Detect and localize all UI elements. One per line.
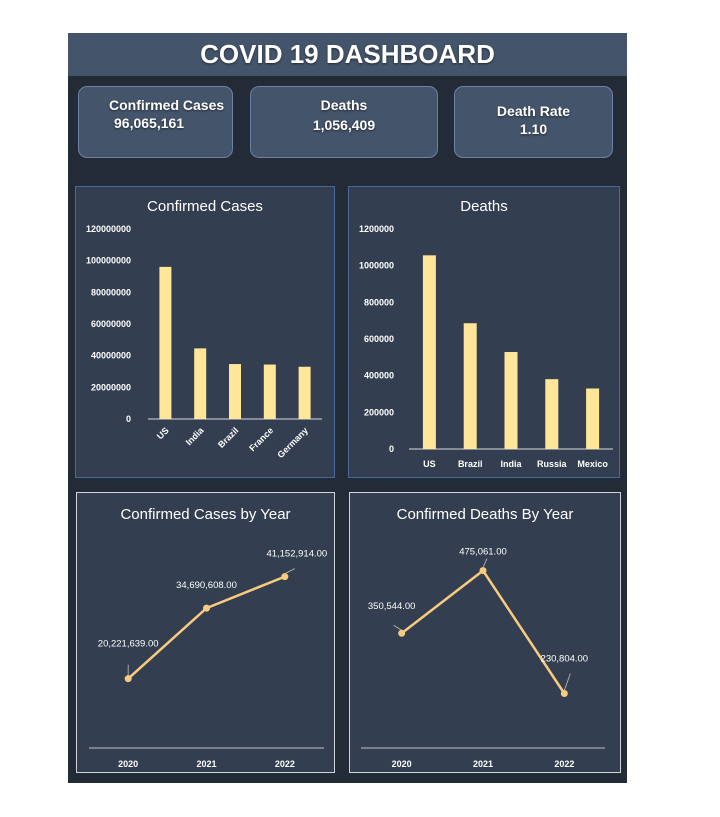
- data-label-leader: [563, 673, 571, 691]
- bar: [159, 266, 172, 419]
- data-point: [479, 567, 487, 575]
- bar: [298, 366, 311, 419]
- x-tick-label: France: [247, 425, 275, 453]
- y-tick-label: 0: [389, 444, 394, 454]
- y-tick-label: 40000000: [91, 351, 131, 361]
- deaths-bar-chart: Deaths 0 200000 400000 600000 800000 1000000 12…: [359, 198, 613, 469]
- data-point: [281, 573, 289, 581]
- y-tick-label: 0: [126, 414, 131, 424]
- bar: [586, 388, 600, 449]
- y-tick-label: 400000: [364, 371, 394, 381]
- dashboard: COVID 19 DASHBOARD Confirmed Cases 96,06…: [68, 33, 627, 783]
- kpi-value: 1,056,409: [312, 117, 376, 133]
- y-tick-label: 1000000: [359, 261, 394, 271]
- data-label: 350,544.00: [368, 601, 416, 612]
- y-tick-label: 80000000: [91, 287, 131, 297]
- x-tick-label: Russia: [537, 459, 568, 469]
- data-point: [124, 675, 132, 683]
- bar: [263, 364, 276, 419]
- x-tick-label: Brazil: [458, 459, 483, 469]
- bar: [422, 255, 436, 449]
- bar: [504, 352, 518, 449]
- y-tick-label: 60000000: [91, 319, 131, 329]
- data-label: 41,152,914.00: [266, 549, 327, 560]
- chart-deaths: Deaths 0 200000 400000 600000 800000 1000000 12…: [348, 186, 620, 478]
- cases-by-year-line-chart: Confirmed Cases by Year 2020 2021 2022 20,22…: [89, 506, 327, 769]
- chart-cases-by-year: Confirmed Cases by Year 2020 2021 2022 20,22…: [76, 492, 335, 773]
- x-tick-label: 2022: [275, 759, 295, 769]
- x-tick-label: India: [184, 425, 207, 448]
- kpi-value: 1.10: [519, 121, 548, 137]
- series-line: [127, 575, 286, 680]
- chart-title: Confirmed Cases: [147, 198, 263, 215]
- data-label-leader: [393, 624, 402, 631]
- y-tick-label: 600000: [364, 334, 394, 344]
- deaths-by-year-line-chart: Confirmed Deaths By Year 2020 2021 2022 350,…: [361, 506, 605, 769]
- data-label-leader: [284, 568, 296, 574]
- bar: [545, 379, 559, 449]
- y-tick-label: 120000000: [86, 224, 131, 234]
- bar: [194, 348, 207, 419]
- confirmed-cases-bar-chart: Confirmed Cases 0 20000000 40000000 60000000…: [86, 198, 322, 460]
- data-point: [560, 689, 568, 697]
- chart-title: Confirmed Cases by Year: [120, 506, 290, 523]
- x-tick-label: 2021: [473, 759, 493, 769]
- y-tick-label: 800000: [364, 297, 394, 307]
- kpi-label: Deaths: [320, 97, 368, 113]
- data-label: 230,804.00: [541, 653, 589, 664]
- data-label-leader: [482, 558, 488, 568]
- bar: [463, 323, 477, 449]
- x-tick-label: 2020: [118, 759, 138, 769]
- kpi-label: Death Rate: [496, 103, 571, 119]
- data-label: 20,221,639.00: [98, 639, 159, 650]
- y-tick-label: 200000: [364, 407, 394, 417]
- x-tick-label: 2020: [392, 759, 412, 769]
- x-tick-label: US: [423, 459, 436, 469]
- chart-deaths-by-year: Confirmed Deaths By Year 2020 2021 2022 350,…: [349, 492, 621, 773]
- y-tick-label: 1200000: [359, 224, 394, 234]
- x-tick-label: 2022: [554, 759, 574, 769]
- kpi-label: Confirmed Cases: [109, 97, 225, 113]
- kpi-confirmed-cases: Confirmed Cases 96,065,161: [78, 86, 233, 158]
- x-tick-label: Brazil: [216, 425, 240, 449]
- bar: [229, 364, 241, 419]
- y-tick-label: 20000000: [91, 382, 131, 392]
- chart-title: Deaths: [460, 198, 508, 215]
- series-line: [400, 569, 566, 695]
- data-label: 34,690,608.00: [176, 580, 237, 591]
- x-tick-label: India: [500, 459, 522, 469]
- chart-title: Confirmed Deaths By Year: [397, 506, 574, 523]
- y-tick-label: 100000000: [86, 256, 131, 266]
- x-tick-label: Mexico: [577, 459, 608, 469]
- data-point: [203, 604, 210, 612]
- kpi-value: 96,065,161: [114, 115, 185, 131]
- data-point: [398, 629, 406, 637]
- kpi-deaths: Deaths 1,056,409: [250, 86, 438, 158]
- chart-confirmed-cases: Confirmed Cases 0 20000000 40000000 60000000…: [75, 186, 335, 478]
- x-tick-label: US: [155, 425, 171, 441]
- dashboard-title: COVID 19 DASHBOARD: [68, 33, 627, 76]
- kpi-death-rate: Death Rate 1.10: [454, 86, 613, 158]
- data-label: 475,061.00: [459, 547, 507, 558]
- x-tick-label: Germany: [275, 425, 310, 460]
- x-tick-label: 2021: [196, 759, 216, 769]
